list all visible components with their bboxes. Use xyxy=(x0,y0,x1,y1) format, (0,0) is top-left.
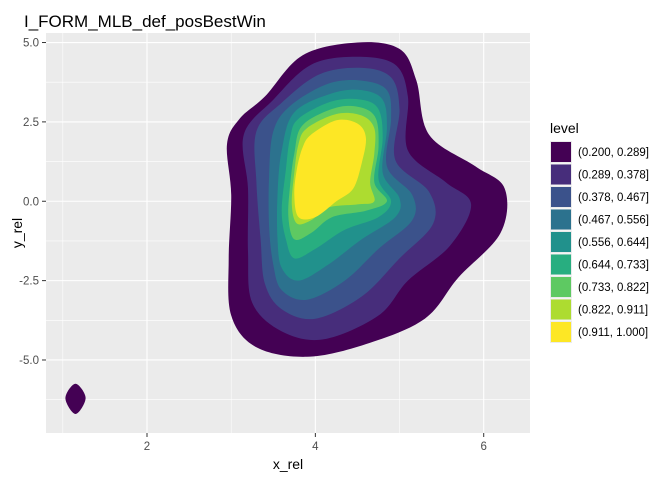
y-tick-label: 5.0 xyxy=(23,38,39,50)
legend-swatch xyxy=(551,142,571,162)
legend-label: (0.200, 0.289] xyxy=(578,147,649,159)
density-region-level-0 xyxy=(65,383,86,414)
legend-label: (0.556, 0.644] xyxy=(578,237,649,249)
legend-label: (0.733, 0.822] xyxy=(578,282,649,294)
legend-label: (0.911, 1.000] xyxy=(578,327,648,339)
y-tick-label: -5.0 xyxy=(19,355,39,367)
legend: level (0.200, 0.289] (0.289, 0.378] (0.378… xyxy=(550,120,649,343)
legend-swatch xyxy=(551,209,571,230)
y-tick-label: 2.5 xyxy=(23,117,39,129)
legend-keys: (0.200, 0.289] (0.289, 0.378] (0.378, 0.46… xyxy=(550,141,649,343)
y-axis-title: y_rel xyxy=(9,218,25,248)
legend-label: (0.644, 0.733] xyxy=(578,260,649,272)
x-tick-label: 6 xyxy=(481,441,487,453)
y-tick-label: 0.0 xyxy=(23,196,39,208)
legend-swatch xyxy=(551,164,571,185)
legend-label: (0.378, 0.467] xyxy=(578,192,649,204)
axis-ticks: 2 4 6 5.0 2.5 0.0 -2.5 -5.0 xyxy=(19,38,487,453)
legend-swatch xyxy=(551,232,571,252)
y-tick-label: -2.5 xyxy=(19,276,39,288)
legend-swatch xyxy=(551,254,571,275)
density-region-level-8 xyxy=(294,119,367,220)
x-tick-label: 2 xyxy=(144,441,150,453)
legend-swatch xyxy=(551,299,571,320)
legend-label: (0.289, 0.378] xyxy=(578,170,649,182)
x-tick-label: 4 xyxy=(312,441,319,453)
x-axis-title: x_rel xyxy=(273,456,303,472)
chart-title: I_FORM_MLB_def_posBestWin xyxy=(24,12,266,31)
legend-swatch xyxy=(551,277,571,297)
legend-label: (0.822, 0.911] xyxy=(578,305,648,317)
legend-swatch xyxy=(551,322,571,342)
legend-title: level xyxy=(550,120,579,136)
density-regions xyxy=(65,42,508,414)
legend-swatch xyxy=(551,187,571,207)
legend-label: (0.467, 0.556] xyxy=(578,215,649,227)
